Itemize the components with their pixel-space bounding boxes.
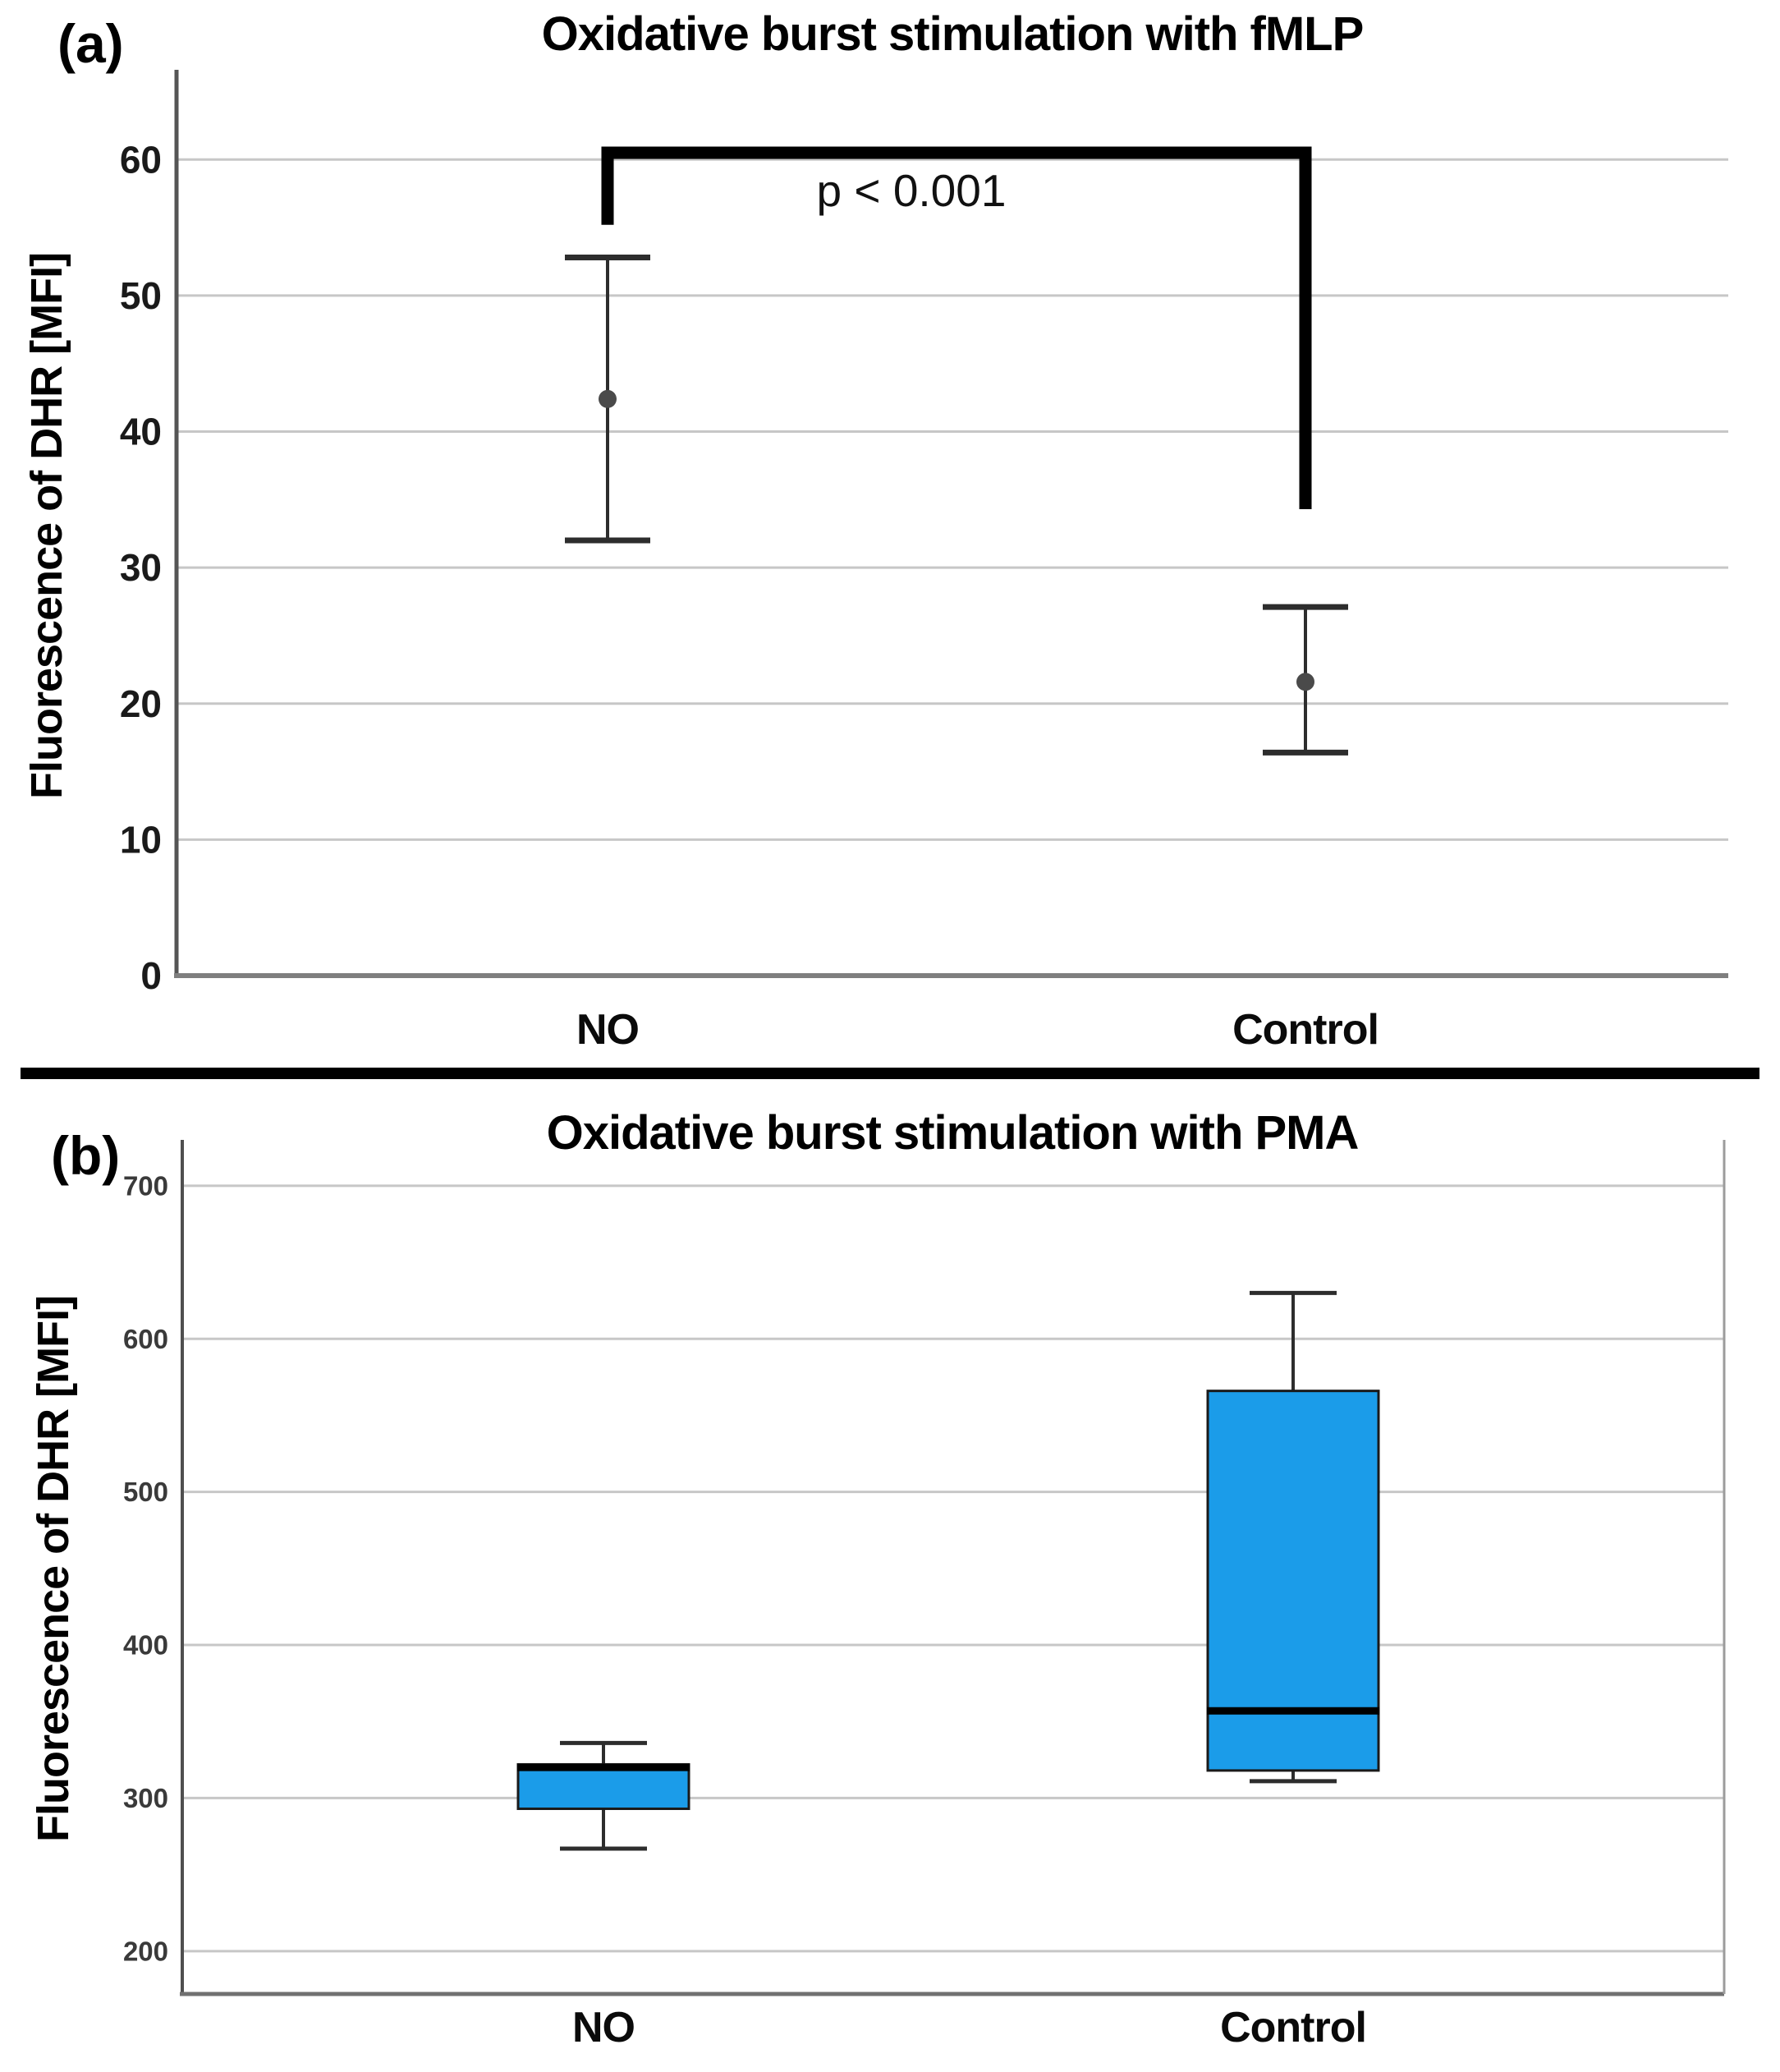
y-tick-label: 400 (123, 1630, 168, 1661)
y-tick-label: 50 (120, 274, 162, 317)
y-tick-label: 30 (120, 546, 162, 589)
mean-dot (1296, 673, 1314, 691)
y-tick-label: 300 (123, 1783, 168, 1813)
panel-a-letter: (a) (57, 13, 124, 74)
panel-a-category-no: NO (576, 1006, 640, 1054)
y-tick-label: 20 (120, 682, 162, 725)
panel-b-category-control: Control (1220, 2004, 1367, 2051)
y-tick-label: 10 (120, 818, 162, 861)
y-tick-label: 60 (120, 138, 162, 181)
box (516, 1762, 690, 1810)
y-tick-label: 40 (120, 411, 162, 453)
panel-a-errorbar-plot: 0 10 20 30 40 50 60 (120, 70, 1728, 997)
panel-a-title: Oxidative burst stimulation with fMLP (541, 7, 1365, 61)
y-tick-label: 700 (123, 1170, 168, 1201)
panel-b-title: Oxidative burst stimulation with PMA (546, 1106, 1360, 1160)
y-tick-label: 0 (140, 954, 162, 997)
panel-b-letter: (b) (51, 1125, 121, 1186)
panel-separator (21, 1068, 1759, 1079)
significance-label: p < 0.001 (816, 165, 1007, 216)
y-tick-label: 600 (123, 1324, 168, 1354)
y-tick-label: 200 (123, 1936, 168, 1966)
mean-dot (599, 389, 617, 408)
y-tick-label: 500 (123, 1477, 168, 1507)
panel-a-category-control: Control (1232, 1006, 1379, 1054)
panel-b-category-no: NO (572, 2004, 635, 2051)
